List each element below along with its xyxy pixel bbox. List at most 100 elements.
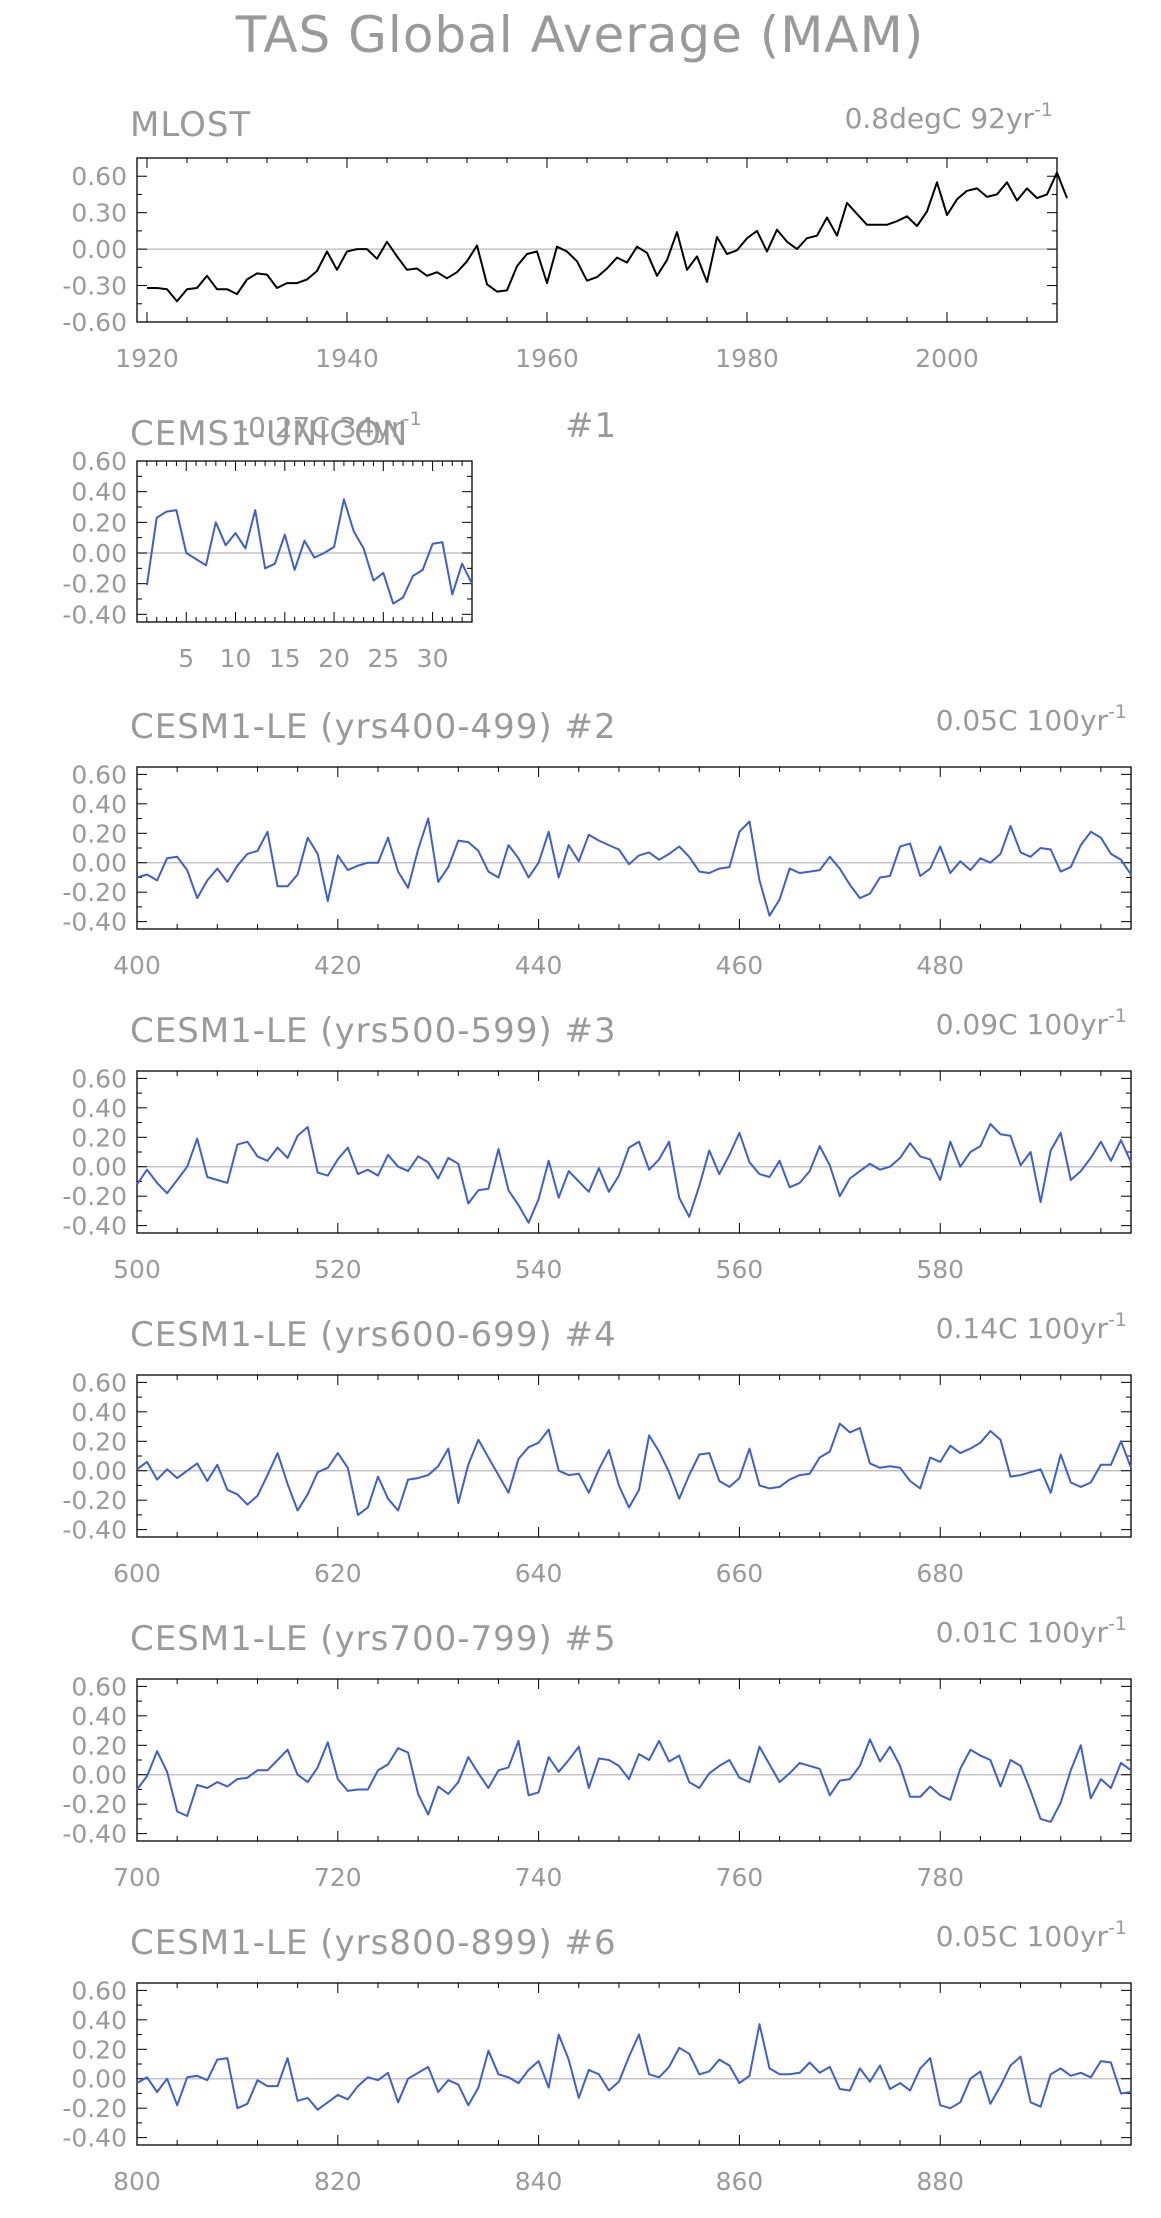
- y-tick-label: 0.00: [71, 235, 127, 264]
- x-tick-label: 580: [916, 1255, 964, 1284]
- y-tick-label: -0.40: [62, 600, 127, 629]
- plot-frame: [136, 1070, 1132, 1234]
- y-tick-label: -0.20: [62, 1790, 127, 1819]
- y-tick-label: -0.40: [62, 1516, 127, 1545]
- y-tick-label: -0.30: [62, 272, 127, 301]
- series-line: [136, 1422, 1132, 1516]
- x-tick-label: 1980: [715, 344, 779, 373]
- trend-label: 0.01C 100yr-1: [936, 1613, 1127, 1649]
- x-tick-label: 400: [113, 951, 161, 980]
- x-tick-label: 720: [314, 1863, 362, 1892]
- y-tick-label: 0.00: [71, 1457, 127, 1486]
- y-tick-label: 0.00: [71, 539, 127, 568]
- y-tick-label: 0.00: [71, 1153, 127, 1182]
- x-tick-label: 540: [515, 1255, 563, 1284]
- overlap-trend-label: -0.27C 34yr-1: [238, 408, 422, 444]
- x-tick-label: 2000: [915, 344, 979, 373]
- y-tick-label: 0.40: [71, 478, 127, 507]
- x-tick-label: 760: [716, 1863, 764, 1892]
- y-tick-label: -0.20: [62, 1486, 127, 1515]
- x-tick-label: 660: [716, 1559, 764, 1588]
- y-tick-label: -0.40: [62, 2124, 127, 2153]
- trend-label: 0.09C 100yr-1: [936, 1005, 1127, 1041]
- y-tick-label: -0.40: [62, 1820, 127, 1849]
- y-tick-label: 0.40: [71, 1398, 127, 1427]
- y-tick-label: -0.20: [62, 1182, 127, 1211]
- plot-frame: [136, 766, 1132, 930]
- y-tick-label: 0.00: [71, 1761, 127, 1790]
- panel-5: 0.600.400.200.00-0.20-0.40 700 720 740 760 78…: [62, 1613, 1132, 1892]
- trend-label: 0.05C 100yr-1: [936, 701, 1127, 737]
- panel-2: 0.600.400.200.00-0.20-0.40 400 420 440 460 48…: [62, 701, 1132, 980]
- trend-label: 0.14C 100yr-1: [936, 1309, 1127, 1345]
- x-tick-label: 860: [716, 2167, 764, 2196]
- x-tick-label: 620: [314, 1559, 362, 1588]
- y-tick-label: 0.20: [71, 2035, 127, 2064]
- panel-0: 0.60 0.30 0.00 -0.30 -0.60 1920 1940 1960 1980 20…: [62, 99, 1068, 373]
- x-tick-label: 800: [113, 2167, 161, 2196]
- x-tick-label: 780: [916, 1863, 964, 1892]
- panel-title: CEMS1-UNICON: [130, 414, 408, 454]
- series-line: [136, 817, 1132, 917]
- x-tick-label: 600: [113, 1559, 161, 1588]
- series-line: [136, 2023, 1132, 2111]
- panel-title: CESM1-LE (yrs800-899) #6: [130, 1923, 617, 1963]
- series-line: [145, 498, 473, 605]
- panel-1: 0.600.400.200.00-0.20-0.40 5 10 15 20 25 30 CEM…: [62, 406, 617, 673]
- x-tick-label: 700: [113, 1863, 161, 1892]
- y-tick-label: 0.20: [71, 1731, 127, 1760]
- y-tick-label: 0.60: [71, 1672, 127, 1701]
- run-number-label: #1: [565, 406, 617, 446]
- panel-3: 0.600.400.200.00-0.20-0.40 500 520 540 560 58…: [62, 1005, 1132, 1284]
- x-tick-label: 500: [113, 1255, 161, 1284]
- panel-title: MLOST: [130, 105, 251, 145]
- y-tick-label: -0.40: [62, 908, 127, 937]
- series-line: [136, 1738, 1132, 1823]
- y-tick-label: 0.20: [71, 508, 127, 537]
- x-tick-label: 680: [916, 1559, 964, 1588]
- y-tick-label: 0.20: [71, 819, 127, 848]
- plot-frame: [136, 1374, 1132, 1538]
- x-tick-label: 10: [220, 644, 252, 673]
- x-tick-label: 25: [367, 644, 399, 673]
- y-tick-label: 0.20: [71, 1427, 127, 1456]
- panel-title: CESM1-LE (yrs400-499) #2: [130, 707, 617, 747]
- panel-title: CESM1-LE (yrs600-699) #4: [130, 1315, 617, 1355]
- panel-4: 0.600.400.200.00-0.20-0.40 600 620 640 660 68…: [62, 1309, 1132, 1588]
- series-line: [136, 1123, 1132, 1224]
- main-title: TAS Global Average (MAM): [235, 6, 925, 64]
- trend-label: 0.8degC 92yr-1: [845, 99, 1053, 135]
- y-tick-label: -0.60: [62, 308, 127, 337]
- y-tick-label: 0.60: [71, 1976, 127, 2005]
- y-tick-label: 0.40: [71, 1702, 127, 1731]
- y-tick-label: 0.60: [71, 1368, 127, 1397]
- x-tick-label: 15: [269, 644, 301, 673]
- y-tick-label: -0.40: [62, 1212, 127, 1241]
- y-tick-label: 0.60: [71, 1064, 127, 1093]
- panel-6: 0.600.400.200.00-0.20-0.40 800 820 840 860 88…: [62, 1917, 1132, 2196]
- y-tick-label: 0.60: [71, 162, 127, 191]
- y-tick-label: 0.30: [71, 199, 127, 228]
- plot-frame: [136, 157, 1058, 323]
- plot-frame: [136, 1678, 1132, 1842]
- x-tick-label: 640: [515, 1559, 563, 1588]
- x-tick-label: 30: [417, 644, 449, 673]
- y-tick-label: 0.60: [71, 760, 127, 789]
- x-tick-label: 520: [314, 1255, 362, 1284]
- x-tick-label: 560: [716, 1255, 764, 1284]
- panel-title: CESM1-LE (yrs700-799) #5: [130, 1619, 617, 1659]
- y-tick-label: 0.00: [71, 2065, 127, 2094]
- series-line: [147, 171, 1068, 303]
- y-tick-label: 0.60: [71, 447, 127, 476]
- x-tick-label: 1960: [515, 344, 579, 373]
- x-tick-label: 740: [515, 1863, 563, 1892]
- trend-label: 0.05C 100yr-1: [936, 1917, 1127, 1953]
- y-tick-label: -0.20: [62, 570, 127, 599]
- y-tick-label: -0.20: [62, 878, 127, 907]
- x-tick-label: 460: [716, 951, 764, 980]
- y-tick-label: 0.40: [71, 2006, 127, 2035]
- x-tick-label: 820: [314, 2167, 362, 2196]
- x-tick-label: 880: [916, 2167, 964, 2196]
- x-tick-label: 480: [916, 951, 964, 980]
